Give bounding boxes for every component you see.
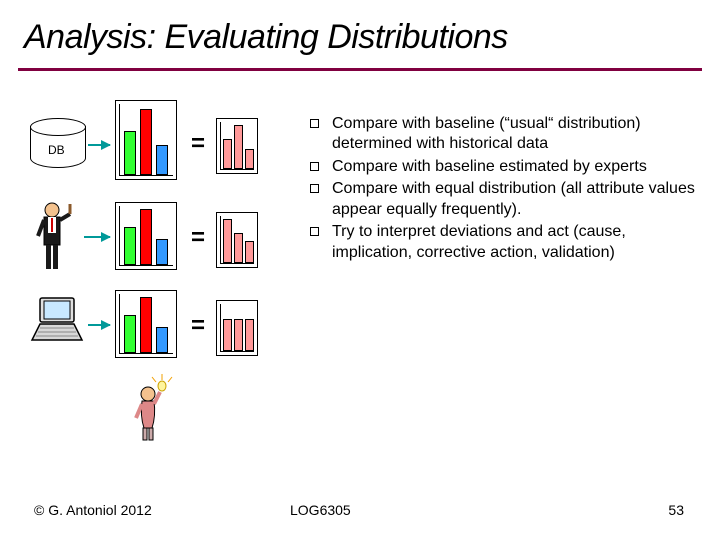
chart-bar: [234, 125, 243, 169]
footer-copyright: © G. Antoniol 2012: [34, 502, 152, 518]
chart-observed-3: [115, 290, 177, 358]
expert-icon: [34, 200, 82, 272]
equals-2: =: [191, 224, 205, 252]
arrow-laptop: [88, 324, 110, 326]
chart-bar: [140, 209, 152, 265]
bullet-item: Compare with baseline (“usual“ distribut…: [310, 114, 696, 155]
chart-observed-2: [115, 202, 177, 270]
bullet-item: Compare with baseline estimated by exper…: [310, 157, 696, 177]
chart-bar: [140, 109, 152, 175]
chart-bar: [245, 319, 254, 351]
chart-bar: [223, 319, 232, 351]
chart-bar: [223, 139, 232, 169]
idea-icon: [130, 372, 174, 442]
chart-bar: [124, 131, 136, 175]
chart-bar: [124, 227, 136, 265]
chart-baseline-2: [216, 212, 258, 268]
chart-bar: [156, 239, 168, 265]
chart-bar: [124, 315, 136, 353]
bullet-list: Compare with baseline (“usual“ distribut…: [270, 114, 696, 265]
bullet-item: Compare with equal distribution (all att…: [310, 179, 696, 220]
chart-bar: [156, 327, 168, 353]
chart-bar: [245, 241, 254, 263]
equals-3: =: [191, 312, 205, 340]
arrow-expert: [84, 236, 110, 238]
chart-bar: [156, 145, 168, 175]
arrow-db: [88, 144, 110, 146]
chart-observed-1: [115, 100, 177, 180]
db-label: DB: [48, 143, 65, 157]
chart-bar: [234, 233, 243, 263]
footer-page: 53: [668, 502, 684, 518]
chart-bar: [245, 149, 254, 169]
slide-title: Analysis: Evaluating Distributions: [24, 18, 508, 57]
slide: Analysis: Evaluating Distributions DB: [0, 0, 720, 540]
laptop-icon: [26, 296, 88, 344]
chart-bar: [234, 319, 243, 351]
footer-course: LOG6305: [290, 502, 351, 518]
chart-bar: [140, 297, 152, 353]
chart-baseline-3: [216, 300, 258, 356]
equals-1: =: [191, 130, 205, 158]
chart-baseline-1: [216, 118, 258, 174]
bullet-item: Try to interpret deviations and act (cau…: [310, 222, 696, 263]
chart-bar: [223, 219, 232, 263]
title-rule: [18, 68, 702, 71]
